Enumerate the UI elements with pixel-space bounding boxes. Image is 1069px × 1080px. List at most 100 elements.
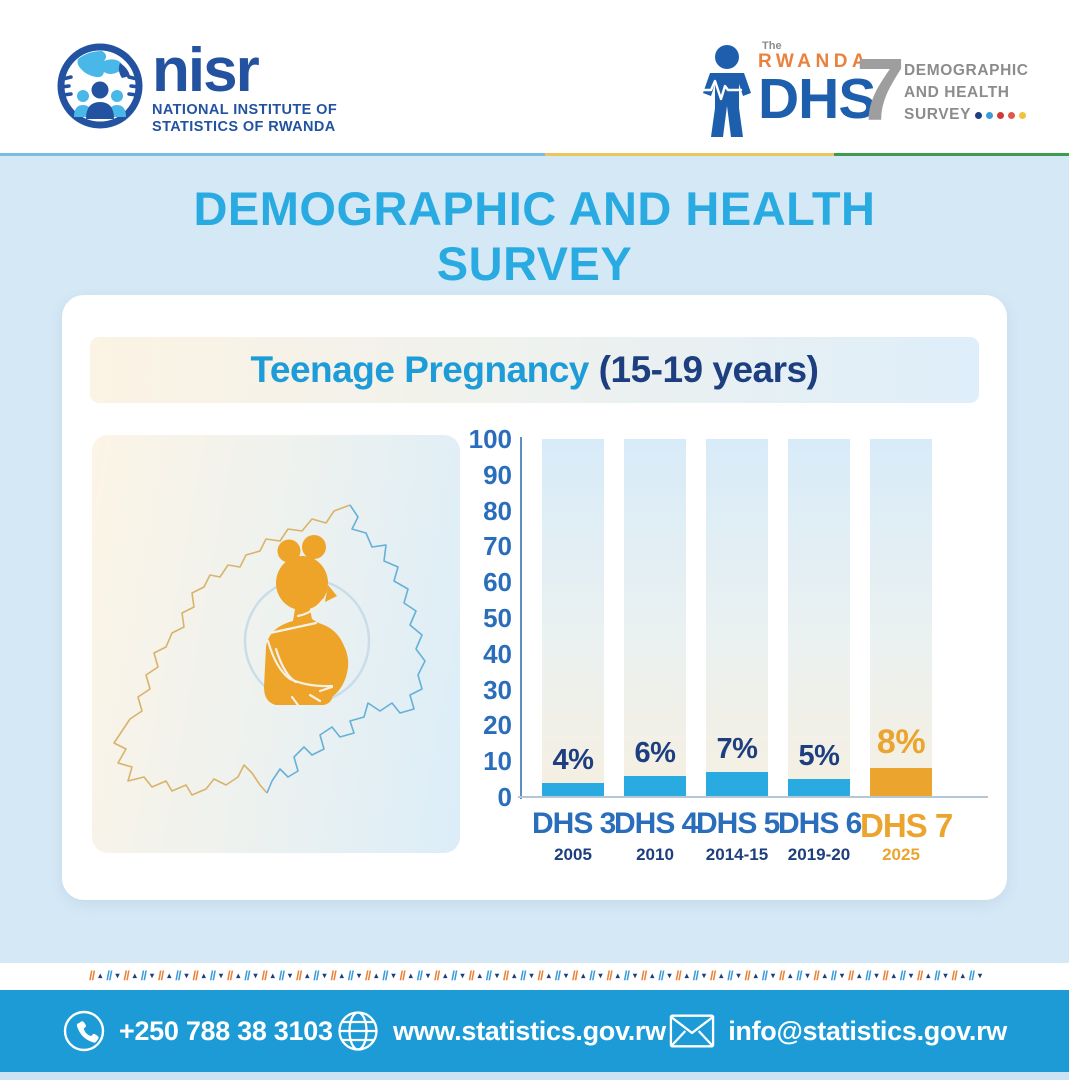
y-tick-60: 60 — [483, 567, 512, 598]
divider-green — [833, 153, 1069, 156]
pattern-triangle: ▾ — [667, 971, 672, 980]
bar-dhs-6 — [788, 779, 850, 797]
pattern-triangle: ▴ — [305, 971, 310, 980]
phone-contact: +250 788 38 3103 — [62, 1009, 333, 1053]
pattern-mark: // — [899, 968, 906, 983]
pattern-mark: // — [192, 968, 199, 983]
pattern-mark: // — [675, 968, 682, 983]
website-contact: www.statistics.gov.rw — [336, 1009, 666, 1053]
pattern-mark: // — [761, 968, 768, 983]
chart-title-main: Teenage Pregnancy — [250, 349, 599, 390]
nisr-logo: nisr NATIONAL INSTITUTE OF STATISTICS OF… — [56, 39, 338, 135]
pattern-mark: // — [968, 968, 975, 983]
pattern-triangle: ▴ — [615, 971, 620, 980]
imigongo-pattern-strip: //▴//▾//▴//▾//▴//▾//▴//▾//▴//▾//▴//▾//▴ /… — [0, 963, 1069, 990]
bar-track: 6% — [624, 439, 686, 797]
nisr-globe-icon — [57, 43, 143, 129]
pattern-mark: // — [537, 968, 544, 983]
dhs-tag-line2: AND HEALTH — [904, 84, 1010, 101]
value-label: 4% — [552, 743, 594, 776]
nisr-subtitle-line1: NATIONAL INSTITUTE OF — [152, 102, 338, 119]
pattern-mark: // — [365, 968, 371, 983]
globe-icon — [338, 1011, 378, 1051]
chart-card: Teenage Pregnancy (15-19 years) — [62, 295, 1007, 900]
pattern-triangle: ▾ — [632, 971, 637, 980]
pattern-triangle: ▾ — [805, 971, 810, 980]
year-label: 2010 — [636, 845, 674, 864]
pattern-triangle: ▴ — [236, 971, 241, 980]
pattern-triangle: ▴ — [477, 971, 482, 980]
pattern-triangle: ▴ — [650, 971, 655, 980]
pattern-triangle: ▴ — [270, 971, 275, 980]
pattern-mark: // — [416, 968, 423, 983]
year-label: 2025 — [882, 845, 920, 864]
pattern-mark: // — [779, 968, 785, 983]
pattern-triangle: ▾ — [218, 971, 223, 980]
phone-icon — [63, 1010, 105, 1052]
pattern-mark: // — [589, 968, 595, 983]
nisr-subtitle-line2: STATISTICS OF RWANDA — [152, 118, 336, 135]
y-tick-0: 0 — [497, 782, 512, 812]
pattern-mark: // — [244, 968, 250, 983]
pregnant-teen-over-rwanda-map-icon — [113, 504, 426, 796]
pattern-triangle: ▴ — [98, 971, 103, 980]
pattern-mark: // — [917, 968, 923, 983]
pattern-triangle: ▾ — [356, 971, 361, 980]
pattern-triangle: ▴ — [546, 971, 551, 980]
page-title: DEMOGRAPHIC AND HEALTH SURVEY — [0, 182, 1069, 291]
y-tick-70: 70 — [483, 531, 512, 562]
pattern-mark: // — [641, 968, 647, 983]
email-address: info@statistics.gov.rw — [728, 1015, 1007, 1046]
pattern-triangle: ▴ — [926, 971, 931, 980]
pattern-triangle: ▴ — [339, 971, 344, 980]
pattern-triangle: ▾ — [598, 971, 603, 980]
pattern-triangle: ▾ — [322, 971, 327, 980]
bar-track: 7% — [706, 439, 768, 797]
dhs-dots — [971, 104, 1027, 126]
pattern-triangle: ▾ — [701, 971, 706, 980]
bar-chart: 0 10 20 30 40 50 60 70 80 90 100 4% 6% 7% 5% 8% DHS 3 2… — [464, 424, 996, 879]
pattern-mark: // — [554, 968, 561, 983]
category-label: DHS 3 — [532, 807, 616, 840]
y-axis-line — [520, 437, 522, 799]
chart-title-banner: Teenage Pregnancy (15-19 years) — [90, 337, 979, 403]
divider-blue — [0, 153, 546, 156]
y-tick-20: 20 — [483, 710, 512, 741]
pattern-triangle: ▾ — [287, 971, 292, 980]
dhs-person-icon — [698, 45, 751, 137]
dhs-tagline: DEMOGRAPHIC AND HEALTH SURVEY — [904, 60, 1029, 126]
chart-title-range: (15-19 years) — [598, 349, 819, 390]
pattern-triangle: ▴ — [684, 971, 689, 980]
pattern-triangle: ▴ — [201, 971, 206, 980]
dhs-rwanda-label: RWANDA — [758, 51, 871, 72]
pattern-mark: // — [347, 968, 354, 983]
bar-track: 5% — [788, 439, 850, 797]
pattern-triangle: ▴ — [822, 971, 827, 980]
pattern-mark: // — [330, 968, 337, 983]
pattern-triangle: ▾ — [460, 971, 465, 980]
pattern-triangle: ▴ — [788, 971, 793, 980]
nisr-logo-text: nisr NATIONAL INSTITUTE OF STATISTICS OF… — [152, 39, 338, 135]
value-label: 6% — [634, 736, 676, 769]
y-tick-50: 50 — [483, 603, 512, 633]
x-axis-line — [518, 796, 988, 798]
pattern-mark: // — [572, 968, 578, 983]
website-url: www.statistics.gov.rw — [393, 1015, 666, 1046]
pattern-triangle: ▾ — [943, 971, 948, 980]
category-label: DHS 5 — [696, 807, 780, 840]
pattern-triangle: ▾ — [770, 971, 775, 980]
y-tick-40: 40 — [483, 638, 512, 669]
pattern-mark: // — [744, 968, 751, 983]
pattern-mark: // — [158, 968, 164, 983]
pattern-mark: // — [796, 968, 802, 983]
pattern-triangle: ▾ — [839, 971, 844, 980]
pattern-triangle: ▴ — [167, 971, 172, 980]
email-contact: info@statistics.gov.rw — [669, 1012, 1007, 1050]
pattern-triangle: ▴ — [581, 971, 586, 980]
category-label: DHS 4 — [614, 807, 698, 840]
dhs-dot — [997, 112, 1005, 119]
y-tick-10: 10 — [483, 746, 512, 777]
pattern-triangle: ▾ — [184, 971, 189, 980]
pattern-mark: // — [451, 968, 457, 983]
